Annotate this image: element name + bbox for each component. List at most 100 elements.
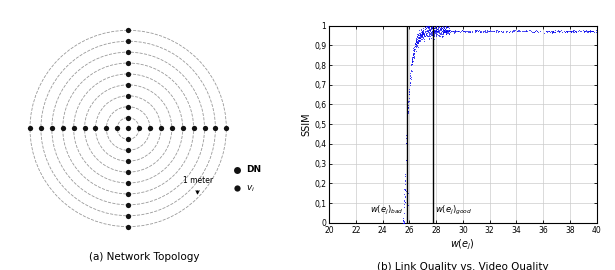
Point bbox=[441, 31, 451, 35]
Point bbox=[445, 30, 455, 35]
Point bbox=[407, 68, 416, 72]
Point bbox=[474, 29, 483, 33]
Point bbox=[466, 29, 475, 34]
Point bbox=[441, 26, 451, 30]
Point bbox=[582, 28, 592, 33]
Point bbox=[407, 55, 417, 60]
Point bbox=[399, 187, 409, 191]
Point bbox=[422, 33, 432, 37]
Point bbox=[432, 29, 442, 34]
Point bbox=[418, 30, 428, 35]
Point bbox=[550, 29, 560, 34]
Point bbox=[411, 39, 421, 44]
Point bbox=[485, 29, 495, 33]
Point bbox=[425, 28, 435, 32]
Point bbox=[400, 187, 410, 191]
Point bbox=[450, 29, 459, 33]
Point bbox=[400, 181, 410, 186]
Point bbox=[456, 29, 466, 33]
Point bbox=[426, 32, 435, 36]
Point bbox=[550, 29, 560, 34]
Point bbox=[402, 131, 411, 135]
Point bbox=[407, 69, 416, 73]
Point bbox=[403, 202, 413, 207]
Point bbox=[426, 26, 435, 30]
Point bbox=[501, 29, 511, 33]
Point bbox=[400, 177, 410, 182]
Point bbox=[400, 198, 410, 202]
Point bbox=[442, 25, 452, 30]
Point bbox=[429, 33, 439, 37]
Point bbox=[464, 29, 474, 33]
Point bbox=[415, 35, 424, 40]
Point bbox=[442, 29, 451, 33]
Point bbox=[413, 38, 423, 42]
Point bbox=[398, 221, 408, 225]
Point bbox=[528, 29, 538, 34]
Point bbox=[411, 38, 421, 43]
Point bbox=[400, 172, 410, 176]
Point bbox=[403, 111, 413, 115]
Point bbox=[421, 31, 431, 35]
Point bbox=[417, 31, 427, 36]
Point bbox=[475, 30, 485, 34]
Point bbox=[546, 30, 555, 34]
Point bbox=[439, 25, 449, 30]
Point bbox=[415, 36, 425, 40]
Point bbox=[415, 36, 424, 40]
Point bbox=[474, 29, 483, 33]
Point bbox=[444, 31, 454, 35]
Point bbox=[424, 26, 434, 31]
Point bbox=[424, 30, 434, 34]
Point bbox=[434, 23, 443, 28]
Point bbox=[424, 25, 434, 29]
Point bbox=[414, 36, 424, 40]
Point bbox=[475, 30, 485, 34]
Point bbox=[567, 29, 577, 33]
Point bbox=[431, 34, 441, 38]
Point bbox=[444, 29, 454, 33]
Point bbox=[435, 27, 445, 31]
Point bbox=[415, 39, 424, 43]
Point bbox=[418, 37, 427, 41]
Point bbox=[430, 26, 440, 31]
Point bbox=[556, 28, 566, 32]
Point bbox=[562, 29, 572, 33]
Point bbox=[404, 89, 414, 93]
Point bbox=[433, 30, 443, 34]
Point bbox=[436, 32, 446, 36]
Point bbox=[408, 52, 418, 56]
Point bbox=[480, 28, 490, 32]
Point bbox=[402, 186, 412, 191]
Point bbox=[420, 29, 430, 33]
Point bbox=[453, 29, 463, 33]
Point bbox=[499, 29, 509, 34]
Point bbox=[480, 29, 490, 34]
Point bbox=[589, 29, 598, 33]
Point bbox=[467, 29, 477, 33]
Point bbox=[442, 29, 452, 33]
Point bbox=[405, 74, 415, 79]
Point bbox=[398, 221, 408, 225]
Point bbox=[402, 124, 412, 129]
Point bbox=[515, 29, 525, 33]
Point bbox=[470, 28, 480, 32]
Point bbox=[438, 31, 448, 35]
Point bbox=[402, 135, 411, 140]
Point bbox=[547, 29, 557, 33]
Point bbox=[398, 219, 408, 223]
Point bbox=[438, 30, 448, 35]
Point bbox=[403, 109, 413, 114]
Point bbox=[582, 30, 592, 34]
Point bbox=[547, 29, 557, 33]
Point bbox=[423, 33, 432, 38]
Point bbox=[528, 30, 538, 34]
Point bbox=[486, 29, 496, 33]
Point bbox=[408, 52, 418, 56]
Point bbox=[415, 33, 425, 37]
Point bbox=[472, 28, 482, 33]
Point bbox=[415, 32, 424, 36]
Point bbox=[422, 28, 432, 33]
Point bbox=[435, 30, 445, 34]
Point bbox=[416, 27, 426, 31]
